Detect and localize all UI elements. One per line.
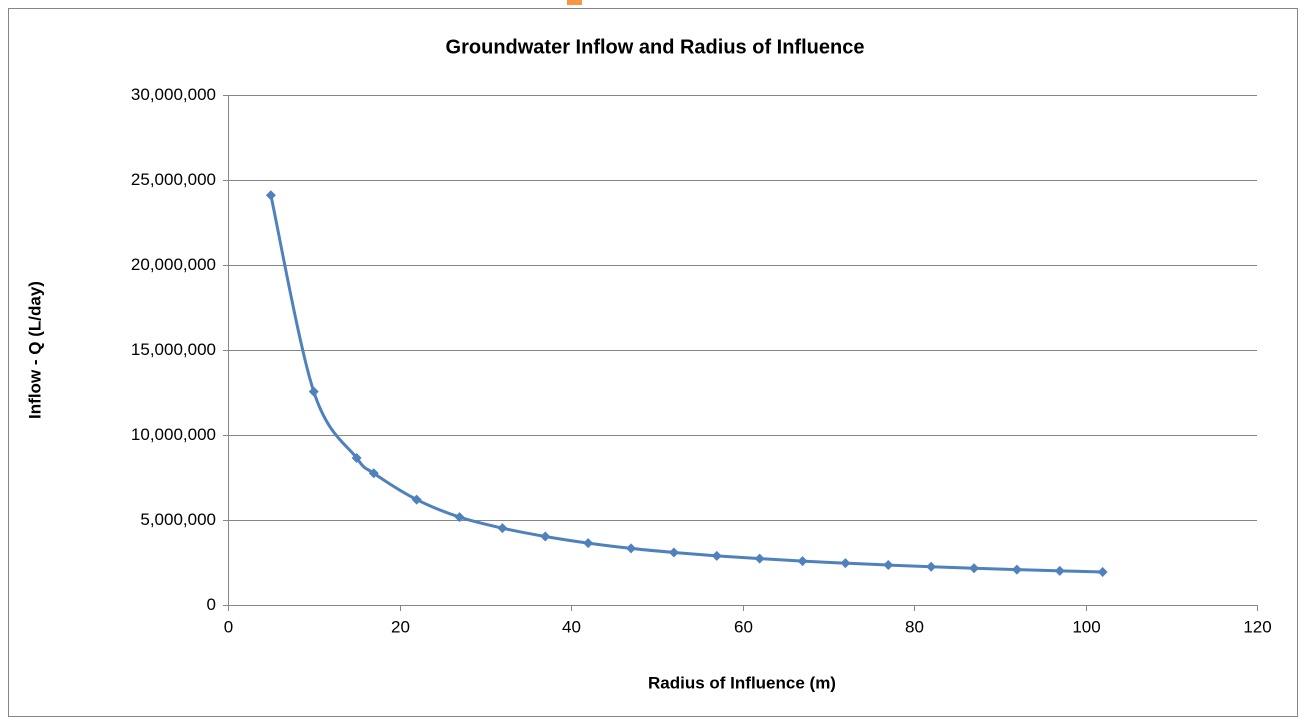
chart-border xyxy=(8,8,1298,717)
x-tick-label: 20 xyxy=(391,617,410,636)
y-tick-label: 20,000,000 xyxy=(131,255,216,274)
y-tick-label: 5,000,000 xyxy=(140,510,216,529)
data-point xyxy=(265,190,276,201)
data-point xyxy=(969,563,980,574)
data-point xyxy=(1011,564,1022,575)
y-tick-label: 10,000,000 xyxy=(131,425,216,444)
data-point xyxy=(1054,565,1065,576)
data-point xyxy=(926,561,937,572)
data-point xyxy=(540,531,551,542)
cropped-mark xyxy=(567,0,582,5)
data-point xyxy=(368,468,379,479)
data-point xyxy=(497,523,508,534)
data-point xyxy=(883,560,894,571)
x-tick-label: 40 xyxy=(562,617,581,636)
y-axis-title: Inflow - Q (L/day) xyxy=(25,281,44,419)
x-tick-label: 100 xyxy=(1072,617,1100,636)
data-point xyxy=(454,512,465,523)
x-tick-label: 0 xyxy=(224,617,233,636)
data-point xyxy=(668,547,679,558)
y-tick-label: 25,000,000 xyxy=(131,170,216,189)
x-tick-label: 80 xyxy=(905,617,924,636)
chart-title: Groundwater Inflow and Radius of Influen… xyxy=(446,36,865,58)
data-point xyxy=(1097,567,1108,578)
y-tick-label: 30,000,000 xyxy=(131,85,216,104)
x-tick-label: 60 xyxy=(734,617,753,636)
x-tick-label: 120 xyxy=(1243,617,1271,636)
data-point xyxy=(626,543,637,554)
data-point xyxy=(711,550,722,561)
data-point xyxy=(583,538,594,549)
data-point xyxy=(351,452,362,463)
data-point xyxy=(754,553,765,564)
data-point xyxy=(840,558,851,569)
data-point xyxy=(308,386,319,397)
y-tick-label: 15,000,000 xyxy=(131,340,216,359)
data-point xyxy=(797,556,808,567)
data-point xyxy=(411,494,422,505)
y-tick-label: 0 xyxy=(207,595,216,614)
series-line xyxy=(269,194,1103,574)
x-axis-title: Radius of Influence (m) xyxy=(648,673,836,692)
